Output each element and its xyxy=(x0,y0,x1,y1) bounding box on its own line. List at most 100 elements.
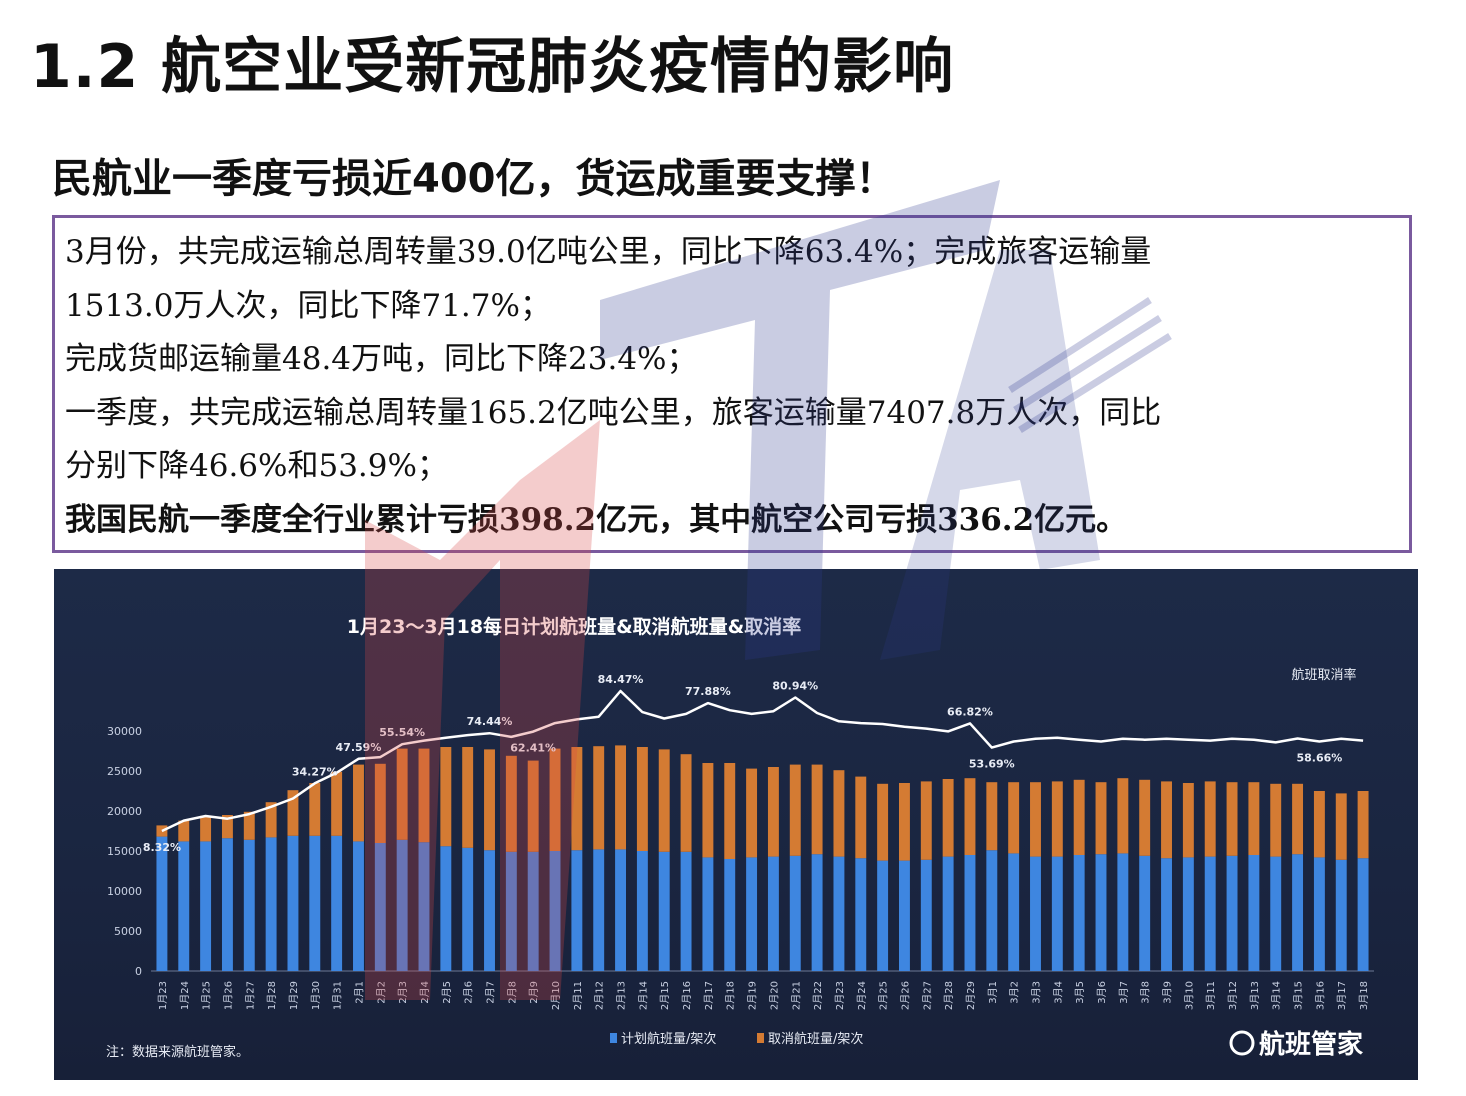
cancel-rate-label: 74.44% xyxy=(467,715,513,728)
bar-cancelled xyxy=(309,783,321,836)
bar-cancelled xyxy=(1182,783,1194,858)
bar-planned xyxy=(549,851,561,971)
brand-logo-icon xyxy=(1229,1030,1255,1056)
bar-planned xyxy=(374,843,386,971)
x-tick-label: 2月19 xyxy=(747,981,759,1010)
slide-title: 1.2 航空业受新冠肺炎疫情的影响 xyxy=(30,32,955,102)
bar-planned xyxy=(898,860,910,971)
bar-planned xyxy=(658,851,670,971)
bar-planned xyxy=(1182,857,1194,971)
bar-cancelled xyxy=(374,763,386,843)
bar-cancelled xyxy=(920,781,932,860)
brand-name: 航班管家 xyxy=(1259,1029,1363,1060)
bar-cancelled xyxy=(243,811,255,840)
x-tick-label: 2月29 xyxy=(965,981,977,1010)
bar-planned xyxy=(331,835,343,971)
bar-cancelled xyxy=(1161,781,1172,859)
bar-planned xyxy=(833,856,845,971)
x-tick-label: 2月4 xyxy=(419,981,431,1004)
x-tick-label: 1月30 xyxy=(310,981,322,1010)
bar-planned xyxy=(1051,856,1063,971)
bar-cancelled xyxy=(178,820,190,842)
bar-cancelled xyxy=(396,748,408,840)
bar-cancelled xyxy=(1313,791,1325,858)
cancel-rate-label: 84.47% xyxy=(598,673,644,686)
cancel-rate-label: 8.32% xyxy=(143,841,181,854)
bar-planned xyxy=(1335,859,1347,971)
flight-chart-panel: 1月23～3月18每日计划航班量&取消航班量&取消率 0 5000 10000 1500… xyxy=(54,569,1418,1080)
bar-cancelled xyxy=(505,755,517,852)
bar-planned xyxy=(767,856,779,971)
bar-cancelled xyxy=(1139,779,1151,856)
x-tick-label: 1月23 xyxy=(157,981,169,1010)
y-tick-label: 5000 xyxy=(114,925,142,938)
x-tick-label: 2月7 xyxy=(485,981,497,1004)
x-tick-label: 2月27 xyxy=(921,981,933,1010)
bar-planned xyxy=(287,835,299,971)
bar-planned xyxy=(746,857,758,971)
x-tick-label: 3月18 xyxy=(1358,981,1370,1010)
bar-planned xyxy=(1073,855,1085,971)
x-tick-label: 2月1 xyxy=(353,981,365,1004)
bar-cancelled xyxy=(1335,793,1347,860)
bar-planned xyxy=(265,837,277,971)
bar-planned xyxy=(200,841,212,971)
slide-subtitle: 民航业一季度亏损近400亿，货运成重要支撑！ xyxy=(52,156,896,202)
x-tick-label: 2月13 xyxy=(616,981,628,1010)
bar-cancelled xyxy=(331,771,343,836)
bar-cancelled xyxy=(1248,782,1260,855)
cancel-rate-label: 62.41% xyxy=(510,742,556,755)
bar-cancelled xyxy=(986,782,998,851)
x-tick-label: 3月10 xyxy=(1183,981,1195,1010)
bar-cancelled xyxy=(418,748,430,843)
bar-cancelled xyxy=(658,749,670,852)
bar-planned xyxy=(855,858,867,971)
summary-line-highlight: 我国民航一季度全行业累计亏损398.2亿元，其中航空公司亏损336.2亿元。 xyxy=(65,501,1128,538)
x-tick-label: 2月2 xyxy=(375,981,387,1004)
legend-label-planned: 计划航班量/架次 xyxy=(621,1031,716,1047)
x-tick-label: 2月3 xyxy=(397,981,409,1004)
y-tick-label: 15000 xyxy=(107,845,142,858)
bar-cancelled xyxy=(680,754,692,852)
x-tick-label: 2月12 xyxy=(594,981,606,1010)
y-tick-label: 25000 xyxy=(107,765,142,778)
x-tick-label: 2月26 xyxy=(899,981,911,1010)
x-tick-label: 3月17 xyxy=(1336,981,1348,1010)
bar-planned xyxy=(1095,854,1107,971)
bar-planned xyxy=(680,851,692,971)
y-tick-label: 0 xyxy=(135,965,142,978)
bar-planned xyxy=(811,854,823,971)
x-tick-label: 3月1 xyxy=(987,981,999,1004)
x-tick-label: 2月6 xyxy=(463,981,475,1004)
x-tick-label: 2月24 xyxy=(856,981,868,1010)
bar-planned xyxy=(1248,855,1260,971)
bar-cancelled xyxy=(746,768,758,858)
x-tick-label: 3月6 xyxy=(1096,981,1108,1004)
bar-cancelled xyxy=(549,748,561,851)
bar-cancelled xyxy=(615,745,627,850)
bar-planned xyxy=(789,855,801,971)
bar-cancelled xyxy=(353,764,364,842)
x-tick-label: 1月31 xyxy=(332,981,344,1010)
bar-cancelled xyxy=(1073,779,1085,855)
cancel-rate-label: 34.27% xyxy=(292,765,338,778)
bar-planned xyxy=(1270,856,1282,971)
bar-planned xyxy=(1357,858,1369,971)
x-tick-label: 3月12 xyxy=(1227,981,1239,1010)
x-tick-label: 3月7 xyxy=(1118,981,1130,1004)
x-tick-label: 2月15 xyxy=(659,981,671,1010)
bar-cancelled xyxy=(200,815,212,842)
bar-planned xyxy=(462,847,474,971)
bar-cancelled xyxy=(593,746,605,850)
x-tick-label: 2月20 xyxy=(768,981,780,1010)
x-tick-label: 2月11 xyxy=(572,981,584,1010)
bar-cancelled xyxy=(1095,782,1107,855)
legend-swatch-planned xyxy=(610,1033,617,1043)
cancel-rate-label: 53.69% xyxy=(969,758,1015,771)
summary-box: 3月份，共完成运输总周转量39.0亿吨公里，同比下降63.4%；完成旅客运输量 … xyxy=(52,215,1412,553)
bar-cancelled xyxy=(440,747,452,847)
x-tick-label: 2月28 xyxy=(943,981,955,1010)
x-tick-label: 2月8 xyxy=(506,981,518,1004)
bar-planned xyxy=(418,842,430,971)
cancel-rate-label: 80.94% xyxy=(772,679,818,692)
